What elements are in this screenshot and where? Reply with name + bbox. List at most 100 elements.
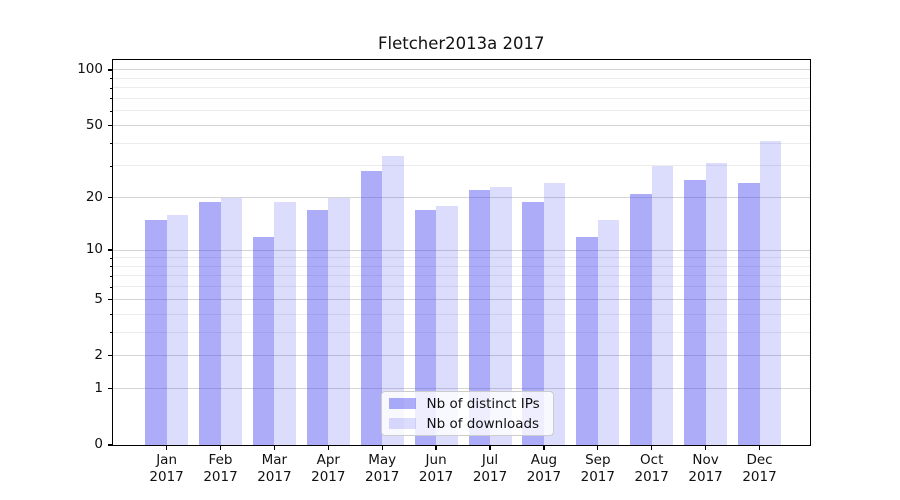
y-axis-minor-tick bbox=[109, 286, 113, 288]
major-gridline bbox=[112, 124, 810, 126]
bar-downloads bbox=[220, 197, 242, 445]
legend: Nb of distinct IPs Nb of downloads bbox=[380, 391, 554, 436]
minor-gridline bbox=[112, 286, 810, 288]
y-axis-tick-label: 2 bbox=[94, 346, 103, 363]
y-axis-minor-tick bbox=[109, 110, 113, 112]
legend-swatch-downloads bbox=[388, 418, 416, 429]
x-axis-tick bbox=[597, 445, 599, 450]
minor-gridline bbox=[112, 331, 810, 333]
x-axis-tick bbox=[543, 445, 545, 450]
legend-label-distinct-ips: Nb of distinct IPs bbox=[426, 395, 540, 412]
y-axis-minor-tick bbox=[109, 87, 113, 89]
chart-title: Fletcher2013a 2017 bbox=[378, 34, 545, 53]
x-axis-tick-label: Apr 2017 bbox=[311, 452, 346, 485]
y-axis-tick bbox=[107, 354, 113, 357]
bar-downloads bbox=[328, 197, 350, 445]
y-axis-minor-tick bbox=[109, 332, 113, 334]
minor-gridline bbox=[112, 257, 810, 259]
x-axis-tick bbox=[435, 445, 437, 450]
x-axis-tick-label: Oct 2017 bbox=[634, 452, 669, 485]
minor-gridline bbox=[112, 77, 810, 79]
y-axis-minor-tick bbox=[109, 257, 113, 259]
x-axis-tick bbox=[758, 445, 761, 450]
legend-label-downloads: Nb of downloads bbox=[426, 415, 540, 432]
x-axis-tick-label: Jan 2017 bbox=[149, 452, 184, 485]
major-gridline bbox=[112, 249, 810, 251]
bar-distinct-ips bbox=[306, 210, 329, 445]
y-axis-minor-tick bbox=[109, 275, 113, 277]
bar-distinct-ips bbox=[468, 190, 490, 445]
minor-gridline bbox=[112, 275, 810, 277]
x-axis-tick bbox=[489, 445, 491, 450]
bar-distinct-ips bbox=[414, 210, 437, 445]
minor-gridline bbox=[112, 110, 810, 112]
bar-distinct-ips bbox=[630, 193, 652, 445]
x-axis-tick-label: Dec 2017 bbox=[742, 452, 777, 485]
x-axis-tick-label: Aug 2017 bbox=[526, 452, 562, 485]
bar-downloads bbox=[436, 205, 458, 445]
y-axis-minor-tick bbox=[109, 98, 113, 100]
major-gridline bbox=[112, 388, 810, 390]
minor-gridline bbox=[112, 165, 810, 167]
bar-downloads bbox=[490, 186, 512, 445]
bar-downloads bbox=[166, 214, 189, 445]
x-axis-tick-label: May 2017 bbox=[365, 452, 400, 485]
y-axis-tick-label: 5 bbox=[94, 290, 103, 307]
y-axis-tick bbox=[107, 69, 113, 71]
bar-downloads bbox=[382, 156, 404, 445]
x-axis-tick-label: Jul 2017 bbox=[472, 452, 508, 485]
bar-distinct-ips bbox=[145, 219, 167, 445]
bar-downloads bbox=[543, 183, 566, 445]
legend-item-downloads: Nb of downloads bbox=[388, 415, 546, 432]
bar-distinct-ips bbox=[199, 201, 221, 445]
x-axis-tick-label: Mar 2017 bbox=[257, 452, 292, 485]
x-axis-tick-label: Jun 2017 bbox=[418, 452, 454, 485]
y-axis-minor-tick bbox=[109, 143, 113, 145]
y-axis-minor-tick bbox=[109, 78, 113, 80]
y-axis-tick bbox=[107, 387, 113, 390]
y-axis-minor-tick bbox=[109, 266, 113, 268]
plot-area: Nb of distinct IPs Nb of downloads bbox=[111, 59, 811, 446]
x-axis-tick bbox=[704, 445, 707, 450]
bar-distinct-ips bbox=[360, 171, 383, 445]
minor-gridline bbox=[112, 87, 810, 89]
minor-gridline bbox=[112, 313, 810, 315]
y-axis-tick-label: 0 bbox=[94, 436, 103, 453]
bar-distinct-ips bbox=[576, 236, 598, 445]
y-axis-tick bbox=[107, 124, 113, 127]
major-gridline bbox=[112, 355, 810, 357]
x-axis-tick-label: Nov 2017 bbox=[688, 452, 723, 485]
major-gridline bbox=[112, 298, 810, 300]
y-axis-tick bbox=[107, 298, 113, 301]
bar-downloads bbox=[274, 201, 296, 445]
bar-distinct-ips bbox=[252, 236, 275, 445]
x-axis-tick bbox=[651, 445, 653, 450]
y-axis-tick-label: 100 bbox=[77, 61, 103, 78]
bar-downloads bbox=[759, 141, 781, 445]
bar-distinct-ips bbox=[684, 180, 706, 445]
y-axis-tick bbox=[107, 249, 113, 251]
x-axis-tick bbox=[273, 445, 276, 450]
major-gridline bbox=[112, 197, 810, 198]
y-axis-minor-tick bbox=[109, 165, 113, 167]
bar-downloads bbox=[651, 165, 674, 445]
y-axis-tick-label: 1 bbox=[94, 379, 103, 396]
bar-downloads bbox=[597, 219, 620, 445]
x-axis-tick bbox=[381, 445, 383, 450]
y-axis-tick bbox=[107, 444, 113, 446]
major-gridline bbox=[112, 69, 810, 71]
x-axis-tick bbox=[327, 445, 329, 450]
x-axis-tick-label: Feb 2017 bbox=[203, 452, 238, 485]
y-axis-tick-label: 20 bbox=[85, 188, 103, 205]
y-axis-tick bbox=[107, 196, 113, 199]
y-axis-minor-tick bbox=[109, 314, 113, 316]
y-axis-tick-label: 10 bbox=[85, 241, 103, 258]
legend-item-distinct-ips: Nb of distinct IPs bbox=[388, 395, 546, 412]
x-axis-tick bbox=[165, 445, 168, 450]
minor-gridline bbox=[112, 142, 810, 144]
bar-distinct-ips bbox=[738, 183, 760, 445]
bar-downloads bbox=[705, 163, 728, 445]
x-axis-tick-label: Sep 2017 bbox=[580, 452, 615, 485]
bar-distinct-ips bbox=[522, 201, 544, 445]
